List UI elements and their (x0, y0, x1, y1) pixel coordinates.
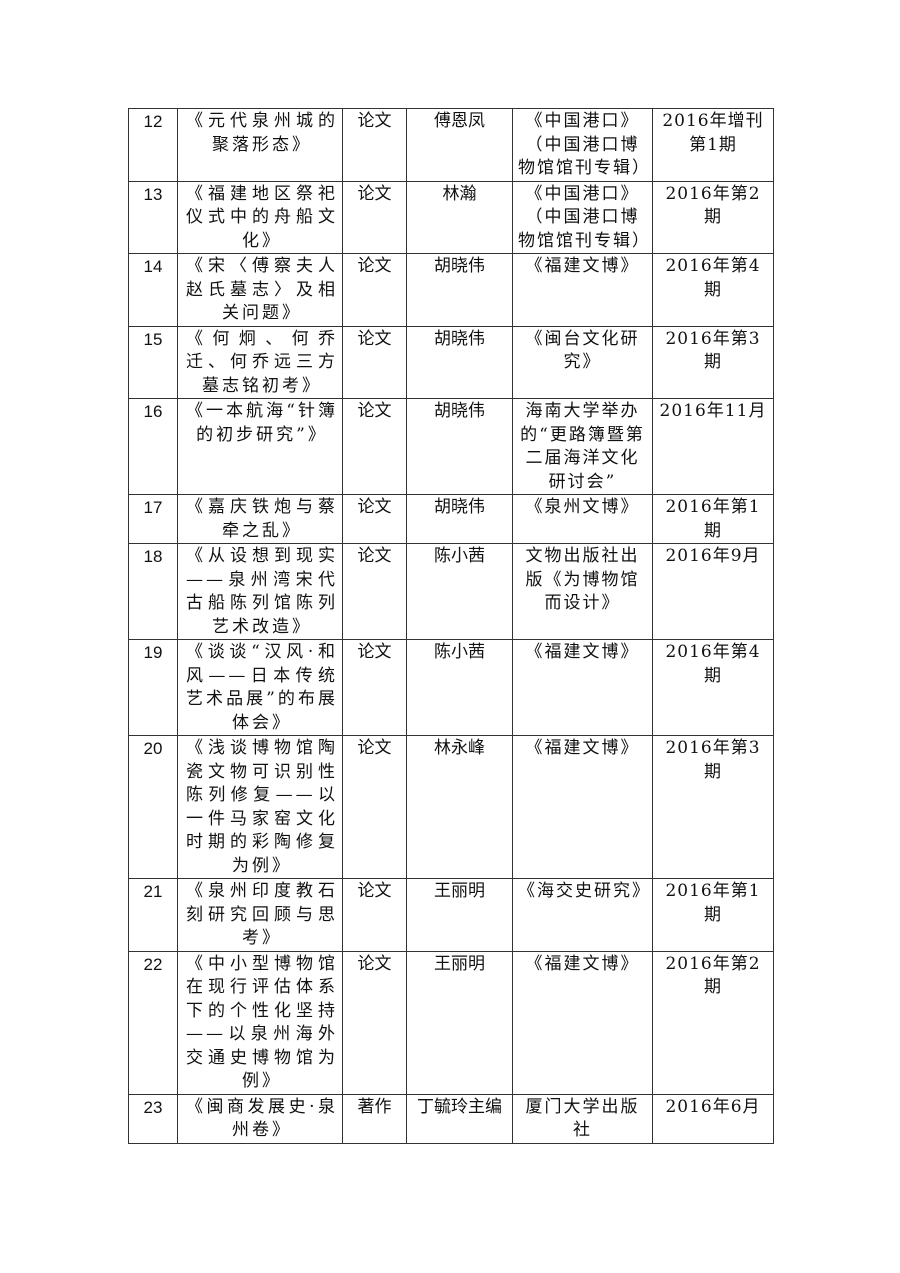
row-number: 14 (128, 253, 178, 327)
table-row: 19 《谈谈“汉风·和风——日本传统艺术品展”的布展体会》 论文 陈小茜 《福建文博》 2… (128, 639, 774, 736)
row-type: 论文 (342, 253, 407, 327)
row-publication: 文物出版社出版《为博物馆而设计》 (512, 543, 653, 640)
table-row: 17 《嘉庆铁炮与蔡牵之乱》 论文 胡晓伟 《泉州文博》 2016年第1期 (128, 494, 774, 544)
row-title: 《何炯、何乔迁、何乔远三方墓志铭初考》 (177, 325, 343, 399)
row-date: 2016年第3期 (652, 735, 774, 879)
row-author: 胡晓伟 (406, 494, 513, 544)
row-type: 论文 (342, 398, 407, 495)
row-title: 《嘉庆铁炮与蔡牵之乱》 (177, 494, 343, 544)
row-author: 王丽明 (406, 878, 513, 952)
row-title: 《一本航海“针簿的初步研究”》 (177, 398, 343, 495)
row-author: 陈小茜 (406, 543, 513, 640)
row-type: 论文 (342, 325, 407, 399)
row-date: 2016年第1期 (652, 494, 774, 544)
row-number: 19 (128, 639, 178, 736)
row-date: 2016年第2期 (652, 180, 774, 254)
row-title: 《谈谈“汉风·和风——日本传统艺术品展”的布展体会》 (177, 639, 343, 736)
row-type: 论文 (342, 543, 407, 640)
row-title: 《浅谈博物馆陶瓷文物可识别性陈列修复——以一件马家窑文化时期的彩陶修复为例》 (177, 735, 343, 879)
table-row: 23 《闽商发展史·泉州卷》 著作 丁毓玲主编 厦门大学出版社 2016年6月 (128, 1093, 774, 1144)
table-row: 13 《福建地区祭祀仪式中的舟船文化》 论文 林瀚 《中国港口》（中国港口博物馆馆刊专辑… (128, 180, 774, 254)
row-publication: 《中国港口》（中国港口博物馆馆刊专辑） (512, 108, 653, 182)
row-type: 论文 (342, 494, 407, 544)
row-publication: 厦门大学出版社 (512, 1093, 653, 1144)
row-title: 《宋〈傅察夫人赵氏墓志〉及相关问题》 (177, 253, 343, 327)
table-row: 14 《宋〈傅察夫人赵氏墓志〉及相关问题》 论文 胡晓伟 《福建文博》 2016年第4期 (128, 253, 774, 327)
row-date: 2016年增刊第1期 (652, 108, 774, 182)
row-publication: 《中国港口》（中国港口博物馆馆刊专辑） (512, 180, 653, 254)
row-date: 2016年6月 (652, 1093, 774, 1144)
row-number: 13 (128, 180, 178, 254)
table-row: 12 《元代泉州城的聚落形态》 论文 傅恩凤 《中国港口》（中国港口博物馆馆刊专辑） 20… (128, 108, 774, 182)
row-title: 《元代泉州城的聚落形态》 (177, 108, 343, 182)
row-date: 2016年9月 (652, 543, 774, 640)
row-author: 林永峰 (406, 735, 513, 879)
row-type: 论文 (342, 950, 407, 1095)
row-publication: 《福建文博》 (512, 253, 653, 327)
row-type: 论文 (342, 878, 407, 952)
row-author: 王丽明 (406, 950, 513, 1095)
row-author: 林瀚 (406, 180, 513, 254)
row-number: 16 (128, 398, 178, 495)
table-row: 16 《一本航海“针簿的初步研究”》 论文 胡晓伟 海南大学举办的“更路簿暨第二届海洋文… (128, 398, 774, 495)
row-publication: 《海交史研究》 (512, 878, 653, 952)
table-row: 20 《浅谈博物馆陶瓷文物可识别性陈列修复——以一件马家窑文化时期的彩陶修复为例》… (128, 735, 774, 879)
row-type: 论文 (342, 639, 407, 736)
row-publication: 《福建文博》 (512, 950, 653, 1095)
row-date: 2016年第4期 (652, 253, 774, 327)
row-title: 《中小型博物馆在现行评估体系下的个性化坚持——以泉州海外交通史博物馆为例》 (177, 950, 343, 1095)
row-author: 丁毓玲主编 (406, 1093, 513, 1144)
row-date: 2016年第2期 (652, 950, 774, 1095)
row-title: 《闽商发展史·泉州卷》 (177, 1093, 343, 1144)
row-date: 2016年第1期 (652, 878, 774, 952)
row-author: 陈小茜 (406, 639, 513, 736)
table-row: 18 《从设想到现实——泉州湾宋代古船陈列馆陈列艺术改造》 论文 陈小茜 文物出版社出版… (128, 543, 774, 640)
row-author: 傅恩凤 (406, 108, 513, 182)
row-number: 22 (128, 950, 178, 1095)
row-publication: 《福建文博》 (512, 639, 653, 736)
table-row: 15 《何炯、何乔迁、何乔远三方墓志铭初考》 论文 胡晓伟 《闽台文化研究》 2016年第… (128, 325, 774, 399)
row-number: 18 (128, 543, 178, 640)
row-publication: 《福建文博》 (512, 735, 653, 879)
publications-table: 12 《元代泉州城的聚落形态》 论文 傅恩凤 《中国港口》（中国港口博物馆馆刊专辑） 20… (128, 108, 774, 1144)
row-title: 《福建地区祭祀仪式中的舟船文化》 (177, 180, 343, 254)
row-type: 论文 (342, 108, 407, 182)
row-author: 胡晓伟 (406, 398, 513, 495)
row-publication: 海南大学举办的“更路簿暨第二届海洋文化研讨会” (512, 398, 653, 495)
row-publication: 《闽台文化研究》 (512, 325, 653, 399)
row-number: 17 (128, 494, 178, 544)
row-author: 胡晓伟 (406, 325, 513, 399)
row-type: 论文 (342, 735, 407, 879)
row-date: 2016年第3期 (652, 325, 774, 399)
row-number: 12 (128, 108, 178, 182)
row-type: 论文 (342, 180, 407, 254)
row-number: 23 (128, 1093, 178, 1144)
row-number: 21 (128, 878, 178, 952)
table-row: 22 《中小型博物馆在现行评估体系下的个性化坚持——以泉州海外交通史博物馆为例》论… (128, 950, 774, 1095)
row-number: 15 (128, 325, 178, 399)
row-publication: 《泉州文博》 (512, 494, 653, 544)
table-row: 21 《泉州印度教石刻研究回顾与思考》 论文 王丽明 《海交史研究》 2016年第1期 (128, 878, 774, 952)
row-date: 2016年11月 (652, 398, 774, 495)
row-number: 20 (128, 735, 178, 879)
row-date: 2016年第4期 (652, 639, 774, 736)
row-title: 《从设想到现实——泉州湾宋代古船陈列馆陈列艺术改造》 (177, 543, 343, 640)
row-title: 《泉州印度教石刻研究回顾与思考》 (177, 878, 343, 952)
row-type: 著作 (342, 1093, 407, 1144)
row-author: 胡晓伟 (406, 253, 513, 327)
